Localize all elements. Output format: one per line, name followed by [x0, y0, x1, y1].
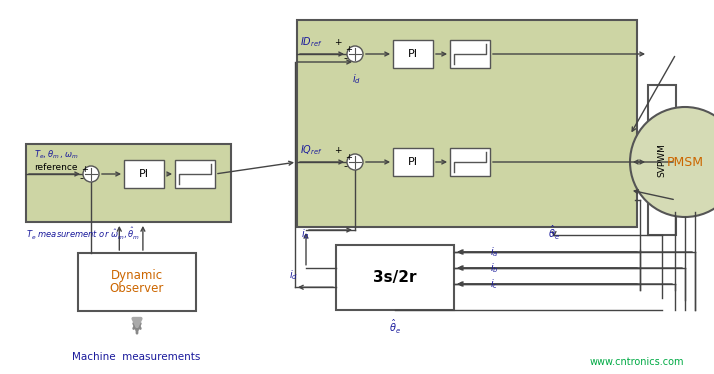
Text: 3s/2r: 3s/2r: [373, 270, 417, 285]
Text: Dynamic: Dynamic: [111, 269, 163, 282]
Text: $T_e$ measurement or $\hat{\omega}_m,\hat{\theta}_m$: $T_e$ measurement or $\hat{\omega}_m,\ha…: [26, 226, 140, 242]
Bar: [450, 148, 490, 176]
Bar: [393, 148, 433, 176]
Text: $T_e,\theta_m\,,\omega_m$: $T_e,\theta_m\,,\omega_m$: [34, 149, 79, 161]
Bar: [336, 245, 454, 310]
Text: $i_d$: $i_d$: [289, 268, 298, 282]
Text: PMSM: PMSM: [666, 156, 703, 169]
Text: -: -: [343, 53, 347, 63]
Circle shape: [83, 166, 99, 182]
Text: +: +: [334, 37, 342, 46]
Text: PI: PI: [408, 157, 418, 167]
Text: +: +: [346, 153, 353, 162]
Text: -: -: [343, 161, 347, 171]
Text: Machine  measurements: Machine measurements: [72, 352, 201, 362]
Text: +: +: [334, 145, 342, 154]
Circle shape: [347, 154, 363, 170]
Text: $i_a$: $i_a$: [490, 245, 498, 259]
Text: PI: PI: [408, 49, 418, 59]
Bar: [297, 20, 637, 227]
Text: www.cntronics.com: www.cntronics.com: [590, 357, 685, 367]
Circle shape: [347, 46, 363, 62]
Bar: [393, 40, 433, 68]
Text: $i_c$: $i_c$: [490, 277, 498, 291]
Text: SVPWM: SVPWM: [658, 143, 666, 177]
Text: $i_d$: $i_d$: [353, 72, 361, 86]
Text: $IQ_{ref}$: $IQ_{ref}$: [300, 143, 323, 157]
Bar: [175, 160, 215, 188]
Bar: [26, 144, 231, 222]
Circle shape: [630, 107, 714, 217]
Bar: [450, 40, 490, 68]
Bar: [78, 253, 196, 311]
Text: +: +: [346, 45, 353, 53]
Text: $i_b$: $i_b$: [490, 261, 498, 275]
Text: $i_q$: $i_q$: [301, 228, 309, 242]
Text: reference: reference: [34, 162, 78, 172]
Text: $\hat{\theta}_e$: $\hat{\theta}_e$: [389, 318, 401, 336]
Text: -: -: [79, 173, 83, 183]
Bar: [648, 85, 676, 235]
Text: PI: PI: [139, 169, 149, 179]
Text: Observer: Observer: [110, 282, 164, 295]
Text: $\hat{\theta}_e$: $\hat{\theta}_e$: [548, 224, 560, 242]
Text: $ID_{ref}$: $ID_{ref}$: [300, 35, 323, 49]
Bar: [124, 160, 164, 188]
Text: +: +: [81, 165, 89, 174]
